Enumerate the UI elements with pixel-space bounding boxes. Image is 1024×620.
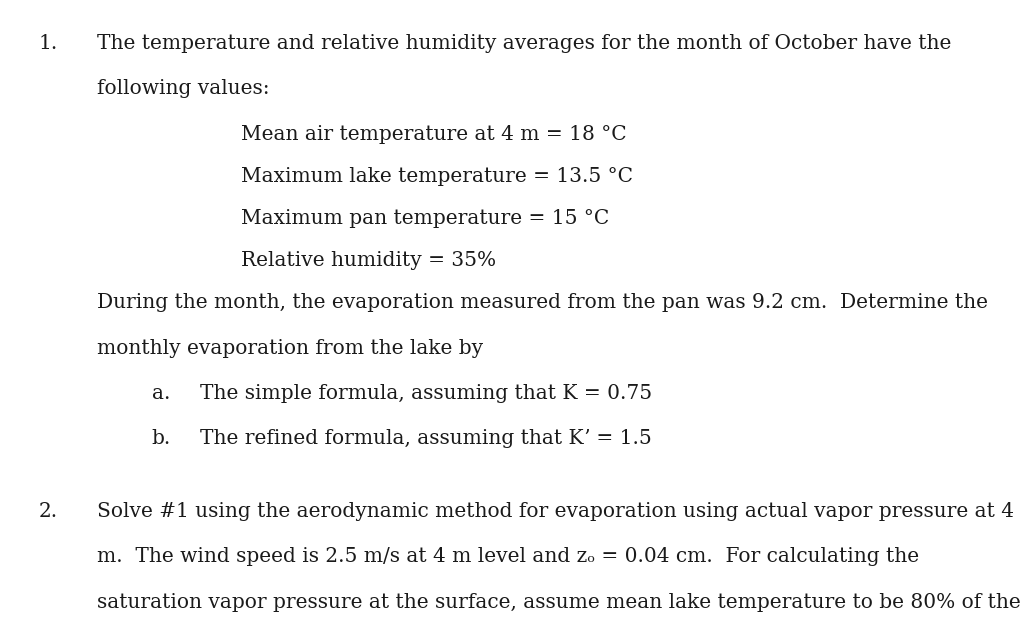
Text: a.: a.	[152, 384, 170, 403]
Text: m.  The wind speed is 2.5 m/s at 4 m level and zₒ = 0.04 cm.  For calculating th: m. The wind speed is 2.5 m/s at 4 m leve…	[97, 547, 920, 567]
Text: Mean air temperature at 4 m = 18 °C: Mean air temperature at 4 m = 18 °C	[241, 125, 627, 144]
Text: The simple formula, assuming that K = 0.75: The simple formula, assuming that K = 0.…	[200, 384, 652, 403]
Text: following values:: following values:	[97, 79, 270, 99]
Text: saturation vapor pressure at the surface, assume mean lake temperature to be 80%: saturation vapor pressure at the surface…	[97, 593, 1021, 612]
Text: The refined formula, assuming that Kʼ = 1.5: The refined formula, assuming that Kʼ = …	[200, 429, 651, 448]
Text: Relative humidity = 35%: Relative humidity = 35%	[241, 251, 496, 270]
Text: 1.: 1.	[39, 34, 58, 53]
Text: Maximum lake temperature = 13.5 °C: Maximum lake temperature = 13.5 °C	[241, 167, 633, 186]
Text: The temperature and relative humidity averages for the month of October have the: The temperature and relative humidity av…	[97, 34, 951, 53]
Text: 2.: 2.	[39, 502, 58, 521]
Text: During the month, the evaporation measured from the pan was 9.2 cm.  Determine t: During the month, the evaporation measur…	[97, 293, 988, 312]
Text: monthly evaporation from the lake by: monthly evaporation from the lake by	[97, 339, 483, 358]
Text: Maximum pan temperature = 15 °C: Maximum pan temperature = 15 °C	[241, 209, 609, 228]
Text: b.: b.	[152, 429, 171, 448]
Text: Solve #1 using the aerodynamic method for evaporation using actual vapor pressur: Solve #1 using the aerodynamic method fo…	[97, 502, 1015, 521]
